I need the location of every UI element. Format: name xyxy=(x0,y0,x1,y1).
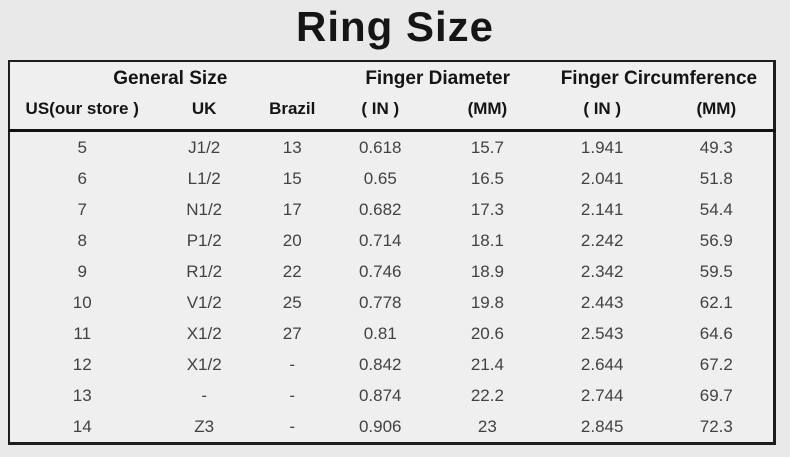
table-cell: 72.3 xyxy=(699,416,733,436)
table-cell: 20.6 xyxy=(470,323,504,343)
table-cell: 0.618 xyxy=(358,137,402,157)
table-row: 13 - - 0.874 22.2 2.744 69.7 xyxy=(9,380,775,411)
table-cell: 0.778 xyxy=(358,292,402,312)
table-row: 8 P1/2 20 0.714 18.1 2.242 56.9 xyxy=(9,225,775,256)
table-cell: - xyxy=(201,385,208,405)
table-cell: 49.3 xyxy=(699,137,733,157)
column-header: US(our store ) xyxy=(25,99,139,118)
column-header-row: US(our store ) UK Brazil ( IN ) (MM) ( IN ) (M… xyxy=(9,95,775,131)
table-cell: 25 xyxy=(282,292,302,312)
table-row: 7 N1/2 17 0.682 17.3 2.141 54.4 xyxy=(9,194,775,225)
table-cell: 67.2 xyxy=(699,354,733,374)
table-cell: 2.242 xyxy=(580,230,624,250)
table-cell: 5 xyxy=(77,137,87,157)
table-cell: 9 xyxy=(77,261,87,281)
table-cell: 2.041 xyxy=(580,168,624,188)
table-cell: 0.842 xyxy=(358,354,402,374)
table-cell: 0.906 xyxy=(358,416,402,436)
table-cell: X1/2 xyxy=(186,323,222,343)
table-cell: 2.744 xyxy=(580,385,624,405)
table-row: 11 X1/2 27 0.81 20.6 2.543 64.6 xyxy=(9,318,775,349)
table-cell: J1/2 xyxy=(188,137,221,157)
table-row: 6 L1/2 15 0.65 16.5 2.041 51.8 xyxy=(9,163,775,194)
table-cell: 21.4 xyxy=(470,354,504,374)
table-cell: 64.6 xyxy=(699,323,733,343)
table-cell: 2.443 xyxy=(580,292,624,312)
table-cell: 27 xyxy=(282,323,302,343)
table-cell: - xyxy=(289,385,296,405)
table-cell: 0.746 xyxy=(358,261,402,281)
table-row: 12 X1/2 - 0.842 21.4 2.644 67.2 xyxy=(9,349,775,380)
table-row: 14 Z3 - 0.906 23 2.845 72.3 xyxy=(9,411,775,444)
table-cell: 10 xyxy=(72,292,92,312)
table-cell: 6 xyxy=(77,168,87,188)
table-cell: - xyxy=(289,354,296,374)
table-cell: 56.9 xyxy=(699,230,733,250)
table-cell: 23 xyxy=(477,416,497,436)
table-cell: 17 xyxy=(282,199,302,219)
table-cell: 18.1 xyxy=(470,230,504,250)
table-cell: N1/2 xyxy=(186,199,223,219)
table-cell: 1.941 xyxy=(580,137,624,157)
table-cell: X1/2 xyxy=(186,354,222,374)
table-cell: 0.81 xyxy=(363,323,397,343)
table-cell: Z3 xyxy=(194,416,215,436)
group-header-row: General Size Finger Diameter Finger Circum… xyxy=(9,61,775,95)
table-row: 9 R1/2 22 0.746 18.9 2.342 59.5 xyxy=(9,256,775,287)
column-header: (MM) xyxy=(696,99,737,118)
table-cell: 13 xyxy=(282,137,302,157)
page-title: Ring Size xyxy=(295,3,495,50)
table-cell: 51.8 xyxy=(699,168,733,188)
table-row: 10 V1/2 25 0.778 19.8 2.443 62.1 xyxy=(9,287,775,318)
column-header: UK xyxy=(191,99,217,118)
table-cell: 7 xyxy=(77,199,87,219)
column-header: Brazil xyxy=(269,99,316,118)
table-cell: V1/2 xyxy=(186,292,222,312)
table-cell: 2.644 xyxy=(580,354,624,374)
table-cell: 62.1 xyxy=(699,292,733,312)
table-cell: 22.2 xyxy=(470,385,504,405)
table-cell: 16.5 xyxy=(470,168,504,188)
table-cell: - xyxy=(289,416,296,436)
table-cell: L1/2 xyxy=(187,168,221,188)
table-cell: 22 xyxy=(282,261,302,281)
table-cell: 14 xyxy=(72,416,92,436)
table-cell: 2.845 xyxy=(580,416,624,436)
table-row: 5 J1/2 13 0.618 15.7 1.941 49.3 xyxy=(9,131,775,164)
table-cell: 0.682 xyxy=(358,199,402,219)
table-cell: 11 xyxy=(73,323,92,343)
table-cell: 15.7 xyxy=(470,137,504,157)
table-cell: 2.141 xyxy=(580,199,624,219)
table-cell: 2.543 xyxy=(580,323,624,343)
table-body: 5 J1/2 13 0.618 15.7 1.941 49.3 6 L1/2 15 0.65 16.5… xyxy=(9,131,775,444)
table-cell: 54.4 xyxy=(699,199,733,219)
group-header: Finger Diameter xyxy=(365,67,510,89)
column-header: ( IN ) xyxy=(583,99,622,118)
table-cell: 0.874 xyxy=(358,385,402,405)
table-cell: 19.8 xyxy=(470,292,504,312)
column-header: (MM) xyxy=(467,99,508,118)
table-cell: 18.9 xyxy=(470,261,504,281)
group-header: Finger Circumference xyxy=(560,67,758,89)
table-cell: 0.65 xyxy=(363,168,397,188)
column-header: ( IN ) xyxy=(361,99,400,118)
table-cell: 2.342 xyxy=(580,261,624,281)
table-cell: 69.7 xyxy=(699,385,733,405)
table-cell: P1/2 xyxy=(186,230,222,250)
table-cell: 8 xyxy=(77,230,87,250)
table-cell: R1/2 xyxy=(186,261,223,281)
group-header: General Size xyxy=(113,67,228,89)
table-cell: 13 xyxy=(72,385,92,405)
ring-size-table: General Size Finger Diameter Finger Circum… xyxy=(8,60,776,445)
table-cell: 20 xyxy=(282,230,302,250)
table-cell: 0.714 xyxy=(358,230,402,250)
table-header: General Size Finger Diameter Finger Circum… xyxy=(9,61,775,131)
table-cell: 59.5 xyxy=(699,261,733,281)
table-cell: 12 xyxy=(72,354,92,374)
table-cell: 17.3 xyxy=(470,199,504,219)
table-cell: 15 xyxy=(282,168,302,188)
